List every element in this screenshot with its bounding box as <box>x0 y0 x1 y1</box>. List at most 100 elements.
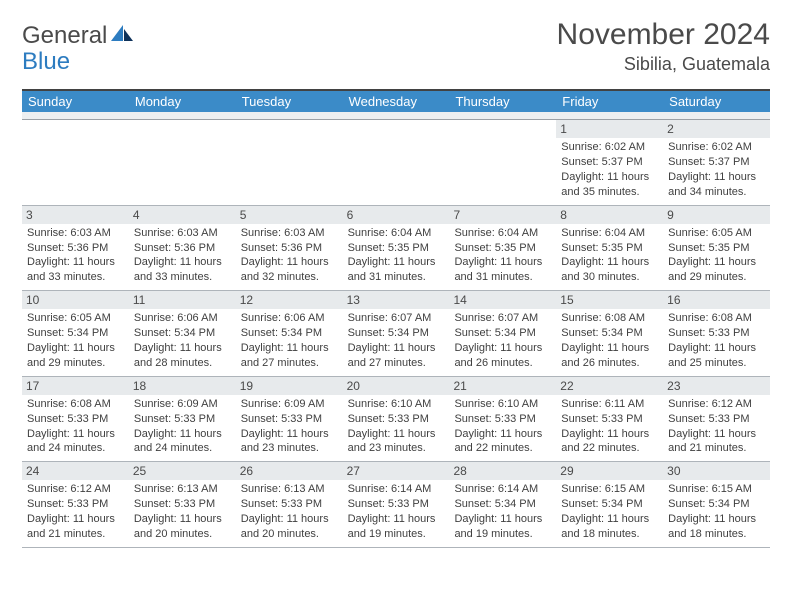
day-cell: 25Sunrise: 6:13 AMSunset: 5:33 PMDayligh… <box>129 462 236 547</box>
sunset-text: Sunset: 5:34 PM <box>348 326 445 341</box>
brand-logo: General <box>22 22 135 50</box>
daylight-text: and 34 minutes. <box>668 185 765 200</box>
day-cell: 30Sunrise: 6:15 AMSunset: 5:34 PMDayligh… <box>663 462 770 547</box>
day-cell: 2Sunrise: 6:02 AMSunset: 5:37 PMDaylight… <box>663 120 770 205</box>
daylight-text: Daylight: 11 hours <box>561 427 658 442</box>
sunset-text: Sunset: 5:33 PM <box>348 412 445 427</box>
day-cell: 7Sunrise: 6:04 AMSunset: 5:35 PMDaylight… <box>449 206 556 291</box>
sunrise-text: Sunrise: 6:04 AM <box>348 226 445 241</box>
sunset-text: Sunset: 5:33 PM <box>668 412 765 427</box>
sunset-text: Sunset: 5:34 PM <box>668 497 765 512</box>
daylight-text: and 33 minutes. <box>134 270 231 285</box>
daylight-text: and 29 minutes. <box>27 356 124 371</box>
header-spacer <box>22 112 770 120</box>
sunrise-text: Sunrise: 6:10 AM <box>348 397 445 412</box>
sunrise-text: Sunrise: 6:04 AM <box>454 226 551 241</box>
sunrise-text: Sunrise: 6:11 AM <box>561 397 658 412</box>
day-number: 24 <box>22 462 129 480</box>
day-cell: 22Sunrise: 6:11 AMSunset: 5:33 PMDayligh… <box>556 377 663 462</box>
daylight-text: Daylight: 11 hours <box>561 170 658 185</box>
day-number: 19 <box>236 377 343 395</box>
daylight-text: and 23 minutes. <box>241 441 338 456</box>
daylight-text: Daylight: 11 hours <box>241 255 338 270</box>
sunset-text: Sunset: 5:34 PM <box>454 326 551 341</box>
daylight-text: and 32 minutes. <box>241 270 338 285</box>
sunrise-text: Sunrise: 6:06 AM <box>241 311 338 326</box>
day-cell <box>22 120 129 205</box>
daylight-text: Daylight: 11 hours <box>134 341 231 356</box>
week-row: 1Sunrise: 6:02 AMSunset: 5:37 PMDaylight… <box>22 120 770 206</box>
daylight-text: and 23 minutes. <box>348 441 445 456</box>
daylight-text: Daylight: 11 hours <box>348 255 445 270</box>
week-row: 24Sunrise: 6:12 AMSunset: 5:33 PMDayligh… <box>22 462 770 548</box>
daylight-text: Daylight: 11 hours <box>241 341 338 356</box>
day-number: 27 <box>343 462 450 480</box>
day-number: 16 <box>663 291 770 309</box>
day-cell: 16Sunrise: 6:08 AMSunset: 5:33 PMDayligh… <box>663 291 770 376</box>
day-cell: 21Sunrise: 6:10 AMSunset: 5:33 PMDayligh… <box>449 377 556 462</box>
daylight-text: and 19 minutes. <box>348 527 445 542</box>
weekday-thu: Thursday <box>449 91 556 112</box>
day-cell <box>449 120 556 205</box>
day-number: 9 <box>663 206 770 224</box>
daylight-text: Daylight: 11 hours <box>27 512 124 527</box>
daylight-text: Daylight: 11 hours <box>668 512 765 527</box>
sunrise-text: Sunrise: 6:08 AM <box>561 311 658 326</box>
day-number: 28 <box>449 462 556 480</box>
day-number: 18 <box>129 377 236 395</box>
daylight-text: Daylight: 11 hours <box>348 341 445 356</box>
day-cell: 3Sunrise: 6:03 AMSunset: 5:36 PMDaylight… <box>22 206 129 291</box>
day-number: 15 <box>556 291 663 309</box>
sunrise-text: Sunrise: 6:08 AM <box>27 397 124 412</box>
daylight-text: Daylight: 11 hours <box>561 255 658 270</box>
daylight-text: and 21 minutes. <box>668 441 765 456</box>
sunset-text: Sunset: 5:33 PM <box>348 497 445 512</box>
day-cell: 27Sunrise: 6:14 AMSunset: 5:33 PMDayligh… <box>343 462 450 547</box>
sunrise-text: Sunrise: 6:03 AM <box>134 226 231 241</box>
sunset-text: Sunset: 5:33 PM <box>27 412 124 427</box>
day-cell: 19Sunrise: 6:09 AMSunset: 5:33 PMDayligh… <box>236 377 343 462</box>
sunrise-text: Sunrise: 6:15 AM <box>668 482 765 497</box>
sunset-text: Sunset: 5:33 PM <box>668 326 765 341</box>
page-header: General November 2024 Sibilia, Guatemala <box>22 18 770 75</box>
sunrise-text: Sunrise: 6:02 AM <box>668 140 765 155</box>
daylight-text: and 28 minutes. <box>134 356 231 371</box>
sunset-text: Sunset: 5:34 PM <box>561 326 658 341</box>
day-number: 3 <box>22 206 129 224</box>
day-number: 23 <box>663 377 770 395</box>
sunrise-text: Sunrise: 6:10 AM <box>454 397 551 412</box>
sunset-text: Sunset: 5:34 PM <box>27 326 124 341</box>
sunrise-text: Sunrise: 6:09 AM <box>134 397 231 412</box>
sunrise-text: Sunrise: 6:03 AM <box>241 226 338 241</box>
sunset-text: Sunset: 5:34 PM <box>561 497 658 512</box>
daylight-text: Daylight: 11 hours <box>668 170 765 185</box>
day-number: 4 <box>129 206 236 224</box>
sunrise-text: Sunrise: 6:14 AM <box>454 482 551 497</box>
sunset-text: Sunset: 5:34 PM <box>454 497 551 512</box>
daylight-text: Daylight: 11 hours <box>454 341 551 356</box>
day-number: 6 <box>343 206 450 224</box>
weekday-tue: Tuesday <box>236 91 343 112</box>
sunrise-text: Sunrise: 6:07 AM <box>454 311 551 326</box>
sunrise-text: Sunrise: 6:03 AM <box>27 226 124 241</box>
day-number: 22 <box>556 377 663 395</box>
daylight-text: Daylight: 11 hours <box>241 427 338 442</box>
sunrise-text: Sunrise: 6:07 AM <box>348 311 445 326</box>
daylight-text: Daylight: 11 hours <box>27 341 124 356</box>
day-cell: 9Sunrise: 6:05 AMSunset: 5:35 PMDaylight… <box>663 206 770 291</box>
daylight-text: and 24 minutes. <box>27 441 124 456</box>
daylight-text: and 21 minutes. <box>27 527 124 542</box>
daylight-text: Daylight: 11 hours <box>27 427 124 442</box>
daylight-text: Daylight: 11 hours <box>348 512 445 527</box>
day-number: 25 <box>129 462 236 480</box>
sunrise-text: Sunrise: 6:04 AM <box>561 226 658 241</box>
day-number: 13 <box>343 291 450 309</box>
day-number: 5 <box>236 206 343 224</box>
day-cell: 12Sunrise: 6:06 AMSunset: 5:34 PMDayligh… <box>236 291 343 376</box>
sunset-text: Sunset: 5:35 PM <box>454 241 551 256</box>
daylight-text: and 31 minutes. <box>454 270 551 285</box>
brand-general: General <box>22 22 107 50</box>
daylight-text: and 30 minutes. <box>561 270 658 285</box>
day-cell: 29Sunrise: 6:15 AMSunset: 5:34 PMDayligh… <box>556 462 663 547</box>
day-cell: 10Sunrise: 6:05 AMSunset: 5:34 PMDayligh… <box>22 291 129 376</box>
